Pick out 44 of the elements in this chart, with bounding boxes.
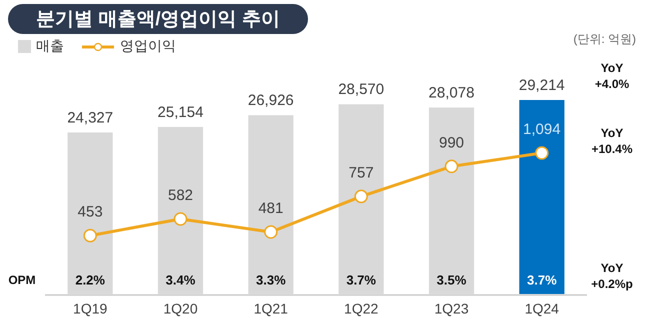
bar (519, 100, 564, 294)
annotation: 2.2% (75, 272, 106, 288)
text: YoY +0.2%p (591, 261, 633, 292)
data-label: 25,154 (158, 104, 204, 121)
data-label: 29,214 (518, 76, 565, 94)
bar (248, 115, 294, 294)
annotation: 3.7% (346, 272, 376, 288)
legend-label: 영업이익 (120, 38, 176, 54)
point (354, 190, 368, 204)
chart-title: 분기별 매출액/영업이익 추이 (36, 9, 280, 30)
bar (68, 132, 113, 294)
data-label: 757 (348, 164, 374, 182)
point (83, 228, 97, 242)
annotation: 3.7% (527, 272, 558, 288)
x-tick-label: 1Q20 (163, 300, 198, 317)
data-label: 453 (78, 204, 103, 221)
bar (158, 126, 204, 294)
x-tick-label: 1Q21 (254, 300, 288, 317)
point (174, 212, 188, 226)
data-label: 481 (258, 200, 284, 217)
text: OPM (8, 273, 36, 288)
legend-label: 매출 (36, 38, 64, 54)
annotation: 3.4% (166, 272, 196, 288)
data-label: 28,570 (338, 81, 384, 98)
point (444, 160, 458, 174)
data-label: 28,078 (428, 84, 474, 102)
data-label: 990 (438, 134, 464, 152)
x-tick-label: 1Q24 (524, 300, 560, 317)
data-label: 24,327 (67, 109, 114, 126)
annotation: 3.5% (436, 272, 467, 288)
x-tick-label: 1Q22 (344, 300, 379, 317)
point (535, 146, 549, 160)
text: (단위: 억원) (573, 32, 636, 46)
bar (338, 104, 384, 294)
bar (428, 108, 474, 294)
annotation: 3.3% (256, 272, 286, 288)
x-tick-label: 1Q19 (73, 300, 108, 317)
point (264, 225, 278, 239)
data-label: 1,094 (523, 120, 561, 138)
x-tick-label: 1Q23 (434, 300, 469, 317)
text: YoY +4.0% (594, 61, 630, 92)
text: YoY +10.4% (591, 126, 633, 156)
data-label: 582 (168, 186, 194, 204)
data-label: 26,926 (248, 92, 294, 110)
